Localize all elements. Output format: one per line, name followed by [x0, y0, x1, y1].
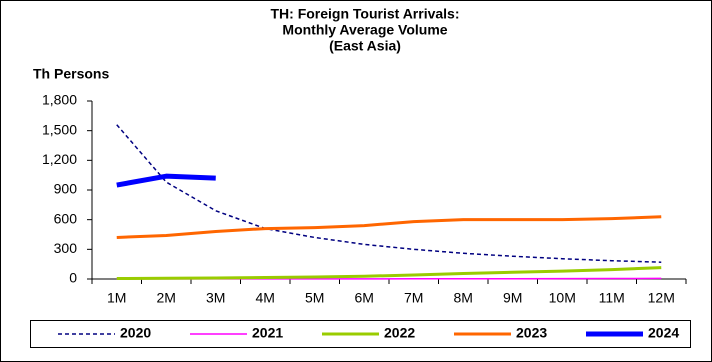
- series-line: [116, 173, 216, 188]
- x-tick-label: 8M: [454, 290, 473, 306]
- x-tick-label: 5M: [305, 290, 324, 306]
- legend-label: 2023: [516, 325, 547, 341]
- x-tick-label: 4M: [256, 290, 275, 306]
- y-tick-label: 1,500: [42, 121, 77, 137]
- x-tick-label: 2M: [157, 290, 176, 306]
- y-tick-label: 600: [54, 210, 78, 226]
- y-tick-label: 900: [54, 181, 78, 197]
- legend-label: 2022: [384, 325, 415, 341]
- y-axis-label: Th Persons: [33, 66, 109, 82]
- x-tick-label: 11M: [599, 290, 625, 306]
- x-tick-label: 9M: [503, 290, 522, 306]
- x-tick-label: 12M: [648, 290, 675, 306]
- y-tick-label: 1,800: [42, 92, 77, 108]
- x-tick-label: 1M: [107, 290, 126, 306]
- x-tick-label: 6M: [355, 290, 374, 306]
- legend-label: 2024: [648, 325, 679, 341]
- y-tick-label: 0: [69, 270, 77, 286]
- legend-label: 2021: [252, 325, 283, 341]
- legend-box: [30, 320, 691, 348]
- x-tick-label: 10M: [549, 290, 576, 306]
- x-tick-label: 3M: [206, 290, 225, 306]
- y-tick-label: 1,200: [42, 151, 77, 167]
- chart-title: Monthly Average Volume: [282, 22, 447, 38]
- y-tick-label: 300: [54, 240, 78, 256]
- legend-label: 2020: [120, 325, 151, 341]
- chart-title: TH: Foreign Tourist Arrivals:: [270, 6, 459, 22]
- series-line: [116, 124, 662, 263]
- chart-title: (East Asia): [329, 38, 401, 54]
- series-line: [116, 266, 662, 281]
- series-line: [116, 215, 662, 239]
- x-tick-label: 7M: [404, 290, 423, 306]
